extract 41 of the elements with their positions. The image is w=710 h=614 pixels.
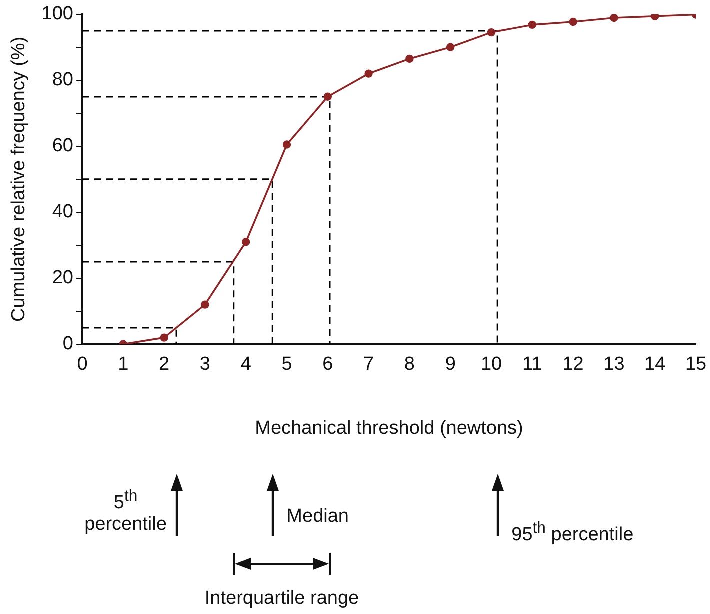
x-tick-label: 13 bbox=[604, 354, 625, 376]
x-tick-label: 3 bbox=[200, 354, 210, 376]
x-tick-label: 6 bbox=[322, 354, 334, 376]
y-tick-label: 20 bbox=[52, 268, 74, 289]
point bbox=[569, 18, 578, 26]
y-tick-label: 100 bbox=[42, 4, 74, 25]
x-tick-label: 7 bbox=[364, 354, 374, 376]
point bbox=[406, 54, 414, 64]
x-tick-label: 10 bbox=[480, 354, 502, 376]
x-tick-label: 14 bbox=[644, 354, 666, 376]
point bbox=[242, 238, 250, 246]
text: Interquartile range bbox=[204, 588, 360, 610]
y-tick-label: 80 bbox=[52, 70, 74, 91]
x-tick-label: 15 bbox=[685, 354, 707, 376]
point bbox=[446, 43, 455, 52]
point bbox=[282, 140, 292, 149]
y-tick-label: 40 bbox=[52, 202, 74, 223]
x-tick-label: 0 bbox=[77, 354, 88, 376]
y-tick-label: 60 bbox=[52, 136, 74, 157]
x-tick-label: 4 bbox=[240, 354, 252, 376]
x-axis-title: Mechanical threshold (newtons) bbox=[255, 418, 524, 439]
x-tick-label: 12 bbox=[562, 354, 584, 376]
point bbox=[487, 28, 496, 37]
point bbox=[651, 14, 660, 20]
y-axis-title: Cumulative relative frequency (%) bbox=[8, 36, 30, 322]
text: 95$^{th}$ percentile bbox=[512, 520, 634, 546]
x-tick-label: 5 bbox=[282, 354, 292, 376]
point bbox=[160, 334, 168, 342]
text: 5$^{th}$ percentile bbox=[84, 488, 167, 536]
x-tick-label: 8 bbox=[404, 354, 415, 376]
y-tick-label: 0 bbox=[62, 334, 74, 355]
x-tick-label: 1 bbox=[118, 354, 129, 376]
point bbox=[610, 14, 618, 22]
point bbox=[528, 20, 536, 30]
x-tick-label: 11 bbox=[522, 354, 542, 376]
point bbox=[324, 92, 332, 101]
x-tick-label: 2 bbox=[159, 354, 170, 376]
text: Median bbox=[286, 506, 349, 528]
point bbox=[201, 300, 210, 309]
point bbox=[364, 70, 373, 78]
x-tick-label: 9 bbox=[445, 354, 456, 376]
